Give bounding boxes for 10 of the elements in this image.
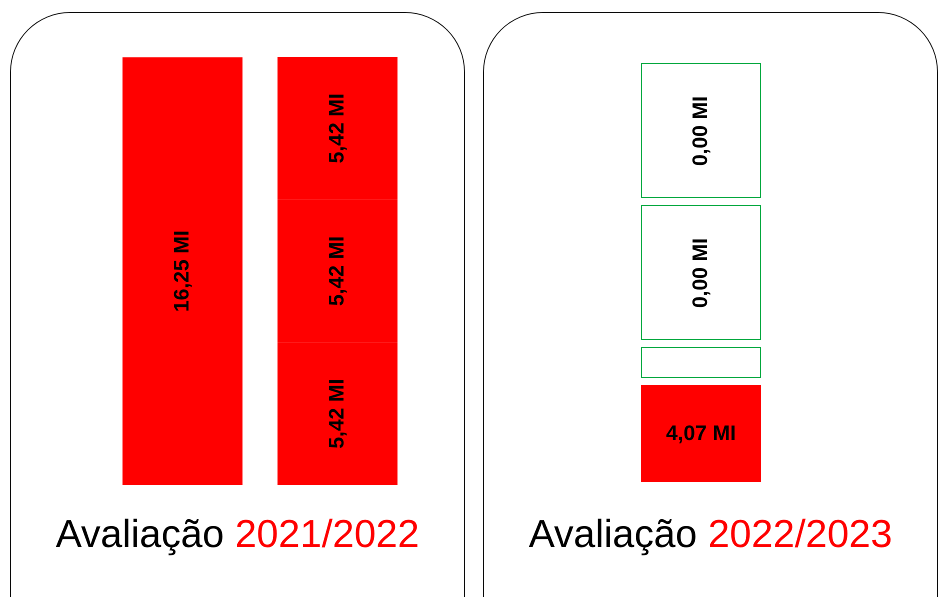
text: Avaliação 2022/2023 — [528, 513, 892, 556]
text: 0,00 MI — [688, 95, 713, 166]
bar — [122, 57, 242, 485]
text: 4,07 MI — [666, 422, 736, 446]
text: 0,00 MI — [688, 237, 713, 308]
data-label: 5,42 MI — [325, 236, 348, 306]
data-label: 5,42 MI — [325, 378, 348, 449]
data-label: 5,42 MI — [325, 93, 348, 164]
text: Avaliação 2021/2022 — [56, 513, 420, 556]
data-label: 16,25 MI — [170, 230, 194, 312]
